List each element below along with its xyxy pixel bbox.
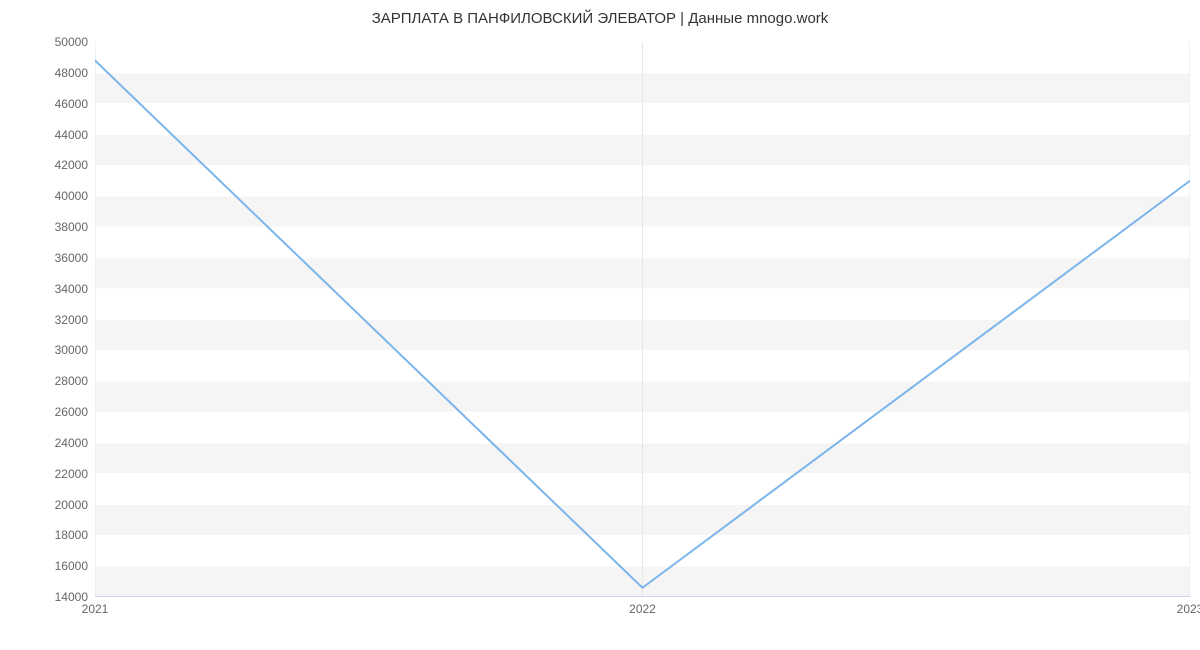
y-tick-label: 24000 <box>55 436 88 450</box>
y-tick-label: 32000 <box>55 313 88 327</box>
x-tick-label: 2021 <box>82 602 109 616</box>
y-tick-label: 38000 <box>55 220 88 234</box>
y-tick-label: 42000 <box>55 158 88 172</box>
plot-area <box>95 42 1190 597</box>
x-tick-label: 2022 <box>629 602 656 616</box>
y-tick-label: 34000 <box>55 282 88 296</box>
x-tick-label: 2023 <box>1177 602 1200 616</box>
y-tick-label: 28000 <box>55 374 88 388</box>
y-tick-label: 16000 <box>55 559 88 573</box>
y-tick-label: 18000 <box>55 528 88 542</box>
y-tick-label: 48000 <box>55 66 88 80</box>
y-tick-label: 44000 <box>55 128 88 142</box>
chart-container: ЗАРПЛАТА В ПАНФИЛОВСКИЙ ЭЛЕВАТОР | Данны… <box>0 0 1200 650</box>
y-tick-label: 40000 <box>55 189 88 203</box>
y-tick-label: 22000 <box>55 467 88 481</box>
chart-svg <box>95 42 1190 597</box>
y-tick-label: 50000 <box>55 35 88 49</box>
y-tick-label: 46000 <box>55 97 88 111</box>
y-tick-label: 20000 <box>55 498 88 512</box>
y-tick-label: 30000 <box>55 343 88 357</box>
chart-title: ЗАРПЛАТА В ПАНФИЛОВСКИЙ ЭЛЕВАТОР | Данны… <box>0 0 1200 32</box>
y-tick-label: 26000 <box>55 405 88 419</box>
y-tick-label: 36000 <box>55 251 88 265</box>
